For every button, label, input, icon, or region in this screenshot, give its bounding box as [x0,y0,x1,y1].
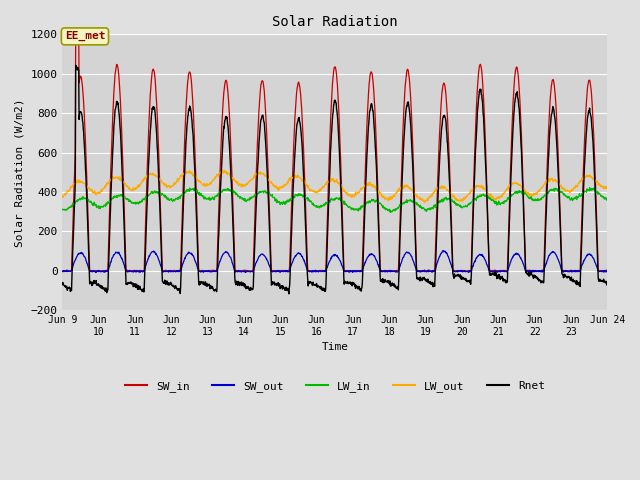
Text: EE_met: EE_met [65,31,105,41]
SW_out [492,268,499,274]
SW_in [180,155,188,160]
Rnet [167,279,175,285]
SW_out [92,270,100,276]
Title: Solar Radiation: Solar Radiation [272,15,397,29]
SW_in [491,267,499,273]
SW_out [420,268,428,274]
Rnet [492,270,499,276]
LW_out [604,184,611,190]
SW_out [439,248,447,253]
Rnet [180,184,188,190]
SW_out [180,258,188,264]
SW_in [74,31,82,37]
Line: Rnet: Rnet [63,65,607,294]
LW_in [420,205,428,211]
LW_in [166,196,174,202]
Rnet [540,280,547,286]
Rnet [420,275,428,280]
LW_out [180,171,188,177]
LW_out [420,197,428,203]
LW_out [540,183,547,189]
Line: LW_in: LW_in [63,188,607,213]
SW_out [540,268,547,274]
Rnet [72,62,79,68]
SW_out [604,269,611,275]
LW_in [59,207,67,213]
SW_in [241,268,249,274]
SW_out [59,269,67,275]
LW_in [604,197,611,203]
Y-axis label: Solar Radiation (W/m2): Solar Radiation (W/m2) [15,98,25,247]
SW_in [59,268,67,274]
SW_out [167,269,175,275]
X-axis label: Time: Time [321,342,348,352]
LW_out [166,184,174,190]
LW_in [491,201,499,206]
LW_in [539,195,547,201]
LW_out [241,182,249,188]
LW_out [220,168,228,173]
LW_out [59,193,67,199]
Rnet [241,281,249,287]
Line: SW_out: SW_out [63,251,607,273]
LW_in [387,210,394,216]
Line: LW_out: LW_out [63,170,607,202]
Rnet [59,282,67,288]
LW_in [586,185,593,191]
LW_in [241,198,248,204]
SW_in [539,268,547,274]
LW_in [180,189,188,195]
Rnet [604,281,611,287]
Line: SW_in: SW_in [63,34,607,271]
Rnet [285,291,292,297]
Legend: SW_in, SW_out, LW_in, LW_out, Rnet: SW_in, SW_out, LW_in, LW_out, Rnet [120,377,549,396]
SW_in [604,268,611,274]
SW_out [241,269,249,275]
LW_out [492,197,499,203]
SW_in [167,268,175,274]
SW_in [420,268,428,274]
LW_out [420,199,428,205]
